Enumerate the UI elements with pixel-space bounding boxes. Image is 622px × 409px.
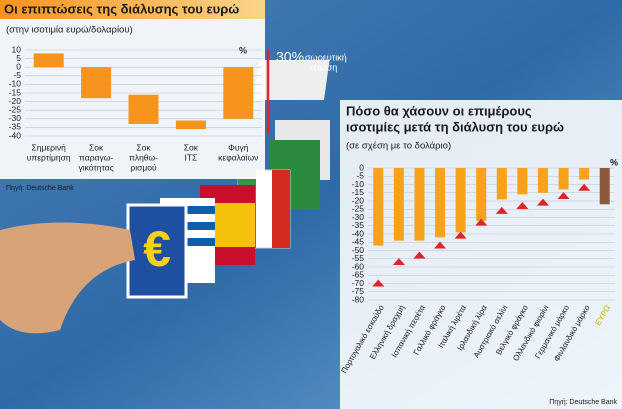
bar (128, 94, 159, 124)
y-tick-label: 10 (12, 44, 22, 54)
y-tick-label: -25 (352, 204, 365, 214)
marker (454, 231, 467, 239)
svg-text:€: € (143, 221, 171, 277)
chart-subtitle: (στην ισοτιμία ευρώ/δολαρίου) (6, 25, 133, 36)
panel (340, 100, 622, 409)
source: Πηγή: Deutsche Bank (6, 185, 74, 192)
marker (536, 198, 549, 206)
y-tick-label: -40 (352, 228, 365, 238)
bar (558, 168, 569, 190)
y-tick-label: -70 (352, 278, 365, 288)
bar (81, 67, 112, 99)
chart-subtitle: (σε σχέση με το δολάριο) (346, 141, 451, 152)
y-tick-label: -30 (352, 212, 365, 222)
bar (414, 168, 425, 241)
y-tick-label: -15 (352, 187, 365, 197)
y-tick-label: -15 (9, 87, 22, 97)
y-tick-label: -20 (352, 195, 365, 205)
chart-title: ισοτιμίες μετά τη διάλυση του ευρώ (346, 119, 564, 134)
marker (475, 218, 488, 226)
y-tick-label: -35 (352, 220, 365, 230)
marker (516, 201, 529, 209)
annotation: σωρευτική (305, 52, 347, 62)
x-tick-label: Σοκ (136, 142, 151, 152)
y-tick-label: -20 (9, 96, 22, 106)
x-tick-label: γικότητας (78, 162, 113, 172)
x-tick-label: Φυγή (228, 142, 249, 152)
bar (496, 168, 507, 200)
y-tick-label: -5 (356, 171, 364, 181)
bar (599, 168, 610, 205)
x-tick-label: ΙΤΣ (184, 152, 197, 162)
chart-title: Οι επιπτώσεις της διάλυσης του ευρώ (4, 1, 239, 16)
y-tick-label: -30 (9, 113, 22, 123)
x-tick-label: Σοκ (89, 142, 104, 152)
y-tick-label: -60 (352, 261, 365, 271)
y-tick-label: -10 (9, 79, 22, 89)
y-tick-label: -65 (352, 270, 365, 280)
bar (579, 168, 590, 180)
dominoes: € (0, 60, 330, 334)
source: Πηγή: Deutsche Bank (549, 399, 617, 406)
annotation: 30% (276, 49, 304, 65)
y-tick-label: 5 (16, 53, 21, 63)
y-tick-label: -35 (9, 122, 22, 132)
bar (33, 53, 64, 68)
unit: % (610, 157, 618, 167)
y-tick-label: -45 (352, 237, 365, 247)
y-tick-label: -40 (9, 130, 22, 140)
x-tick-label: ρισμού (130, 162, 157, 172)
y-tick-label: -55 (352, 253, 365, 263)
marker (495, 206, 508, 214)
bar (455, 168, 466, 233)
marker (434, 241, 447, 249)
marker (413, 251, 426, 259)
marker (372, 279, 385, 287)
bar (517, 168, 528, 195)
y-tick-label: 0 (16, 61, 21, 71)
x-tick-label: κεφαλαίων (218, 152, 258, 162)
marker (578, 183, 591, 191)
x-tick-label: πληθω- (129, 152, 158, 162)
chart-title: Πόσο θα χάσουν οι επιμέρους (346, 103, 532, 118)
x-tick-label: υπερτίμηση (27, 152, 71, 162)
y-tick-label: -25 (9, 104, 22, 114)
bar (393, 168, 404, 241)
bar (223, 67, 254, 119)
x-tick-label: Σημερινή (32, 142, 67, 152)
marker (557, 192, 570, 200)
bar (175, 120, 206, 130)
unit: % (239, 45, 247, 55)
annotation: πτώση (310, 62, 337, 72)
bar (476, 168, 487, 221)
y-tick-label: -5 (13, 70, 21, 80)
y-tick-label: -80 (352, 294, 365, 304)
y-tick-label: -50 (352, 245, 365, 255)
y-tick-label: -75 (352, 286, 365, 296)
marker (392, 258, 405, 266)
x-tick-label: Σοκ (184, 142, 199, 152)
bar (435, 168, 446, 238)
title-bar (0, 0, 265, 19)
y-tick-label: -10 (352, 179, 365, 189)
x-tick-label: παραγω- (79, 152, 113, 162)
y-tick-label: 0 (359, 162, 364, 172)
bar (373, 168, 384, 246)
bar (537, 168, 548, 193)
